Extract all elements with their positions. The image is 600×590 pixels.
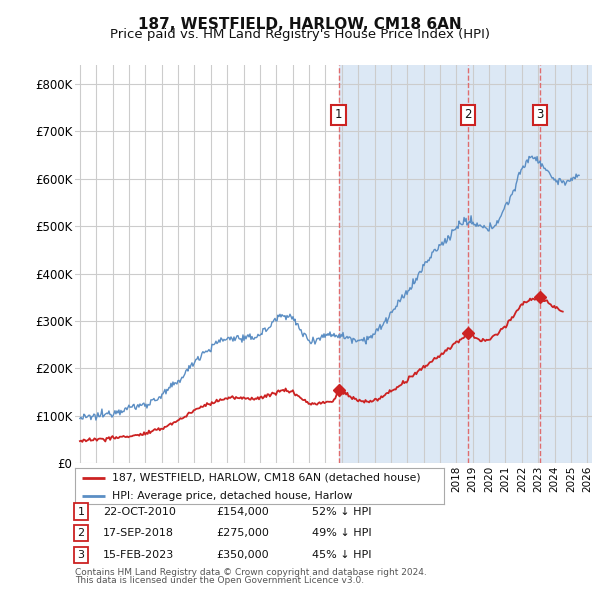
Text: 1: 1 — [77, 507, 85, 516]
Text: 1: 1 — [335, 108, 342, 121]
Text: 3: 3 — [536, 108, 544, 121]
Text: 2: 2 — [464, 108, 472, 121]
Text: 22-OCT-2010: 22-OCT-2010 — [103, 507, 176, 516]
Text: 3: 3 — [77, 550, 85, 560]
Text: HPI: Average price, detached house, Harlow: HPI: Average price, detached house, Harl… — [112, 491, 352, 502]
Text: 17-SEP-2018: 17-SEP-2018 — [103, 529, 174, 538]
Text: Contains HM Land Registry data © Crown copyright and database right 2024.: Contains HM Land Registry data © Crown c… — [75, 568, 427, 577]
Text: £275,000: £275,000 — [216, 529, 269, 538]
Text: £350,000: £350,000 — [216, 550, 269, 560]
Text: 49% ↓ HPI: 49% ↓ HPI — [312, 529, 371, 538]
Bar — [338, 65, 592, 463]
Text: Price paid vs. HM Land Registry's House Price Index (HPI): Price paid vs. HM Land Registry's House … — [110, 28, 490, 41]
Text: 15-FEB-2023: 15-FEB-2023 — [103, 550, 175, 560]
Text: £154,000: £154,000 — [216, 507, 269, 516]
Text: This data is licensed under the Open Government Licence v3.0.: This data is licensed under the Open Gov… — [75, 576, 364, 585]
Text: 2: 2 — [77, 529, 85, 538]
Text: 45% ↓ HPI: 45% ↓ HPI — [312, 550, 371, 560]
Text: 187, WESTFIELD, HARLOW, CM18 6AN: 187, WESTFIELD, HARLOW, CM18 6AN — [138, 17, 462, 31]
Text: 187, WESTFIELD, HARLOW, CM18 6AN (detached house): 187, WESTFIELD, HARLOW, CM18 6AN (detach… — [112, 473, 421, 483]
Text: 52% ↓ HPI: 52% ↓ HPI — [312, 507, 371, 516]
